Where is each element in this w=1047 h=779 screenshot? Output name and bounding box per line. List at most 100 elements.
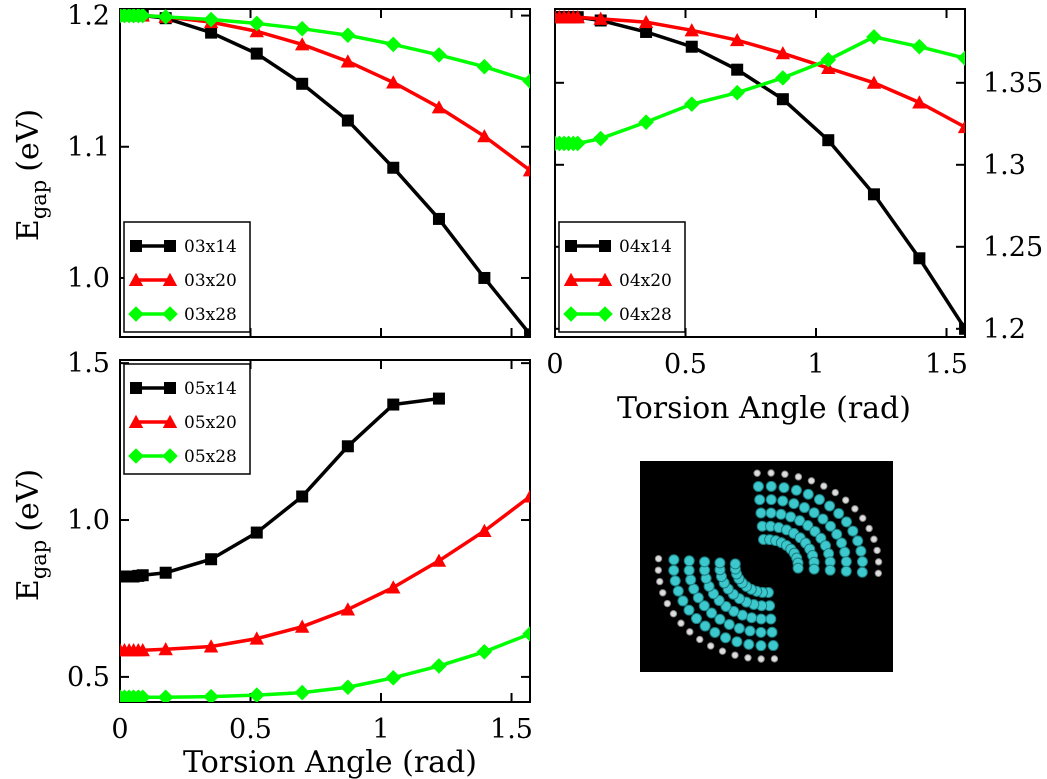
- y-tick-label: 1.0: [67, 263, 110, 294]
- data-point-05x20: [158, 642, 173, 656]
- data-point-03x14: [250, 47, 263, 60]
- carbon-atom: [840, 556, 852, 568]
- data-point-03x14: [524, 328, 530, 337]
- carbon-atom: [699, 556, 711, 568]
- legend-label: 03x20: [184, 271, 237, 291]
- carbon-atom: [668, 554, 680, 566]
- data-point-04x14: [959, 322, 965, 335]
- carbon-atom: [855, 545, 867, 557]
- bottom-left-legend: 05x14 05x20 05x28: [123, 363, 251, 475]
- hydrogen-atom: [753, 469, 761, 477]
- legend-label: 03x14: [184, 237, 237, 257]
- data-point-03x14: [341, 114, 354, 127]
- carbon-atom: [729, 558, 741, 570]
- data-point-05x14: [136, 569, 149, 582]
- carbon-atom: [777, 495, 789, 507]
- carbon-atom: [714, 613, 726, 625]
- data-point-03x20: [340, 54, 356, 68]
- data-point-05x14: [205, 553, 218, 566]
- ylabel-subscript: gap: [27, 180, 51, 219]
- data-point-05x20: [431, 553, 447, 567]
- panel-frame-bottom-left: [119, 359, 531, 703]
- data-point-05x28: [157, 689, 174, 702]
- hydrogen-atom: [870, 535, 878, 543]
- data-point-04x20: [729, 32, 745, 47]
- data-point-03x14: [387, 161, 400, 174]
- carbon-atom: [778, 482, 790, 494]
- top-left-series: [120, 9, 530, 337]
- x-tick-label: 1.5: [925, 349, 968, 380]
- series-line-04x28: [555, 35, 965, 146]
- data-point-05x20: [294, 619, 310, 633]
- x-tick-label: 0.5: [229, 714, 272, 745]
- hydrogen-atom: [794, 473, 803, 481]
- top-right-axes: 0 0.5 1 1.5 1.2 1.25 1.3 1.35: [546, 9, 1043, 380]
- carbon-atom: [792, 562, 804, 574]
- carbon-atom: [833, 507, 845, 519]
- data-point-04x20: [866, 75, 882, 89]
- carbon-atom: [731, 636, 743, 648]
- data-point-04x28: [592, 130, 609, 147]
- panel-frame-top-right: [554, 8, 966, 338]
- data-point-04x14: [776, 93, 789, 106]
- y-tick-label: 0.5: [67, 662, 110, 693]
- data-point-04x14: [685, 40, 698, 53]
- carbon-atom: [817, 513, 829, 525]
- data-point-03x28: [248, 15, 265, 32]
- y-tick-label: 1.35: [983, 68, 1043, 99]
- hydrogen-atom: [873, 546, 881, 555]
- hydrogen-atom: [831, 488, 839, 497]
- data-point-05x28: [340, 679, 356, 696]
- data-point-04x20: [638, 14, 654, 29]
- hydrogen-atom: [807, 477, 816, 485]
- y-tick-label: 1.1: [67, 132, 110, 163]
- hydrogen-atom: [731, 651, 739, 659]
- data-point-04x20: [570, 10, 585, 24]
- y-tick-label: 1.2: [983, 314, 1026, 345]
- data-point-03x28: [203, 11, 219, 28]
- carbon-atom: [685, 574, 697, 586]
- data-point-05x28: [476, 643, 493, 660]
- legend-label: 05x20: [184, 413, 237, 433]
- data-point-04x28: [911, 38, 928, 55]
- y-tick-label: 1.5: [67, 348, 110, 379]
- legend-marker: [162, 272, 178, 286]
- ylabel-unit: (eV): [11, 469, 46, 532]
- data-point-04x14: [867, 188, 880, 201]
- hydrogen-atom: [718, 647, 727, 655]
- legend-label: 04x28: [619, 305, 672, 325]
- data-point-05x14: [341, 440, 354, 453]
- data-point-03x28: [134, 9, 151, 24]
- legend-marker: [597, 306, 613, 322]
- data-point-04x28: [957, 50, 965, 66]
- carbon-atom: [788, 498, 800, 510]
- data-point-03x28: [340, 27, 356, 44]
- legend-label: 05x28: [184, 447, 237, 467]
- top-right-xlabel: Torsion Angle (rad): [617, 391, 911, 426]
- data-point-05x28: [248, 687, 265, 702]
- x-tick-label: 1: [807, 349, 824, 380]
- legend-label: 04x14: [619, 237, 672, 257]
- data-point-05x28: [203, 688, 219, 702]
- series-line-03x28: [120, 13, 530, 83]
- data-point-03x28: [522, 73, 530, 89]
- series-line-05x28: [120, 632, 530, 700]
- carbon-atom: [856, 556, 868, 568]
- carbon-atom: [669, 575, 681, 587]
- carbon-atom: [683, 604, 695, 616]
- carbon-atom: [699, 620, 711, 632]
- data-point-05x14: [250, 526, 263, 539]
- carbon-atom: [824, 500, 836, 512]
- data-point-05x28: [431, 658, 447, 674]
- hydrogen-atom: [654, 554, 663, 563]
- data-point-04x14: [822, 134, 835, 147]
- carbon-atom: [825, 520, 837, 532]
- hydrogen-atom: [686, 628, 694, 636]
- data-point-05x28: [134, 689, 151, 702]
- carbon-atom: [755, 613, 767, 625]
- carbon-atom: [840, 516, 852, 528]
- data-point-03x28: [476, 58, 493, 75]
- data-point-03x28: [431, 47, 447, 63]
- data-point-03x28: [385, 36, 402, 53]
